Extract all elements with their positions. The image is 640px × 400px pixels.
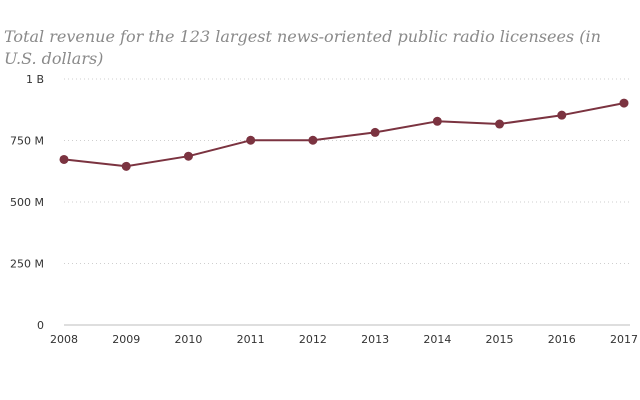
x-tick-label: 2013 <box>361 333 389 346</box>
data-point-2013 <box>370 127 380 137</box>
data-points <box>59 98 629 171</box>
data-point-2015 <box>495 119 505 129</box>
data-point-2011 <box>246 135 256 145</box>
data-point-2008 <box>59 154 69 164</box>
data-point-2009 <box>121 161 131 171</box>
data-point-2012 <box>308 135 318 145</box>
data-point-2010 <box>183 151 193 161</box>
y-tick-label: 0 <box>37 319 44 332</box>
x-tick-label: 2016 <box>548 333 576 346</box>
x-tick-label: 2017 <box>610 333 638 346</box>
series-line <box>63 102 625 168</box>
x-tick-label: 2011 <box>237 333 265 346</box>
axes: 0 250 M 500 M 750 M 1 B 2008 2009 2010 2011 2012 2… <box>10 73 638 346</box>
y-tick-label: 500 M <box>10 196 44 209</box>
y-tick-label: 250 M <box>10 258 44 271</box>
x-tick-label: 2009 <box>112 333 140 346</box>
data-point-2014 <box>432 116 442 126</box>
series-line-group <box>63 102 625 168</box>
x-tick-label: 2008 <box>50 333 78 346</box>
data-point-2016 <box>557 110 567 120</box>
x-tick-label: 2012 <box>299 333 327 346</box>
x-tick-label: 2015 <box>486 333 514 346</box>
data-point-2017 <box>619 98 629 108</box>
y-tick-label: 1 B <box>26 73 44 86</box>
x-tick-label: 2014 <box>423 333 451 346</box>
gridlines <box>64 78 630 264</box>
x-tick-label: 2010 <box>174 333 202 346</box>
y-tick-label: 750 M <box>10 135 44 148</box>
chart-title: Total revenue for the 123 largest news-o… <box>4 27 601 68</box>
